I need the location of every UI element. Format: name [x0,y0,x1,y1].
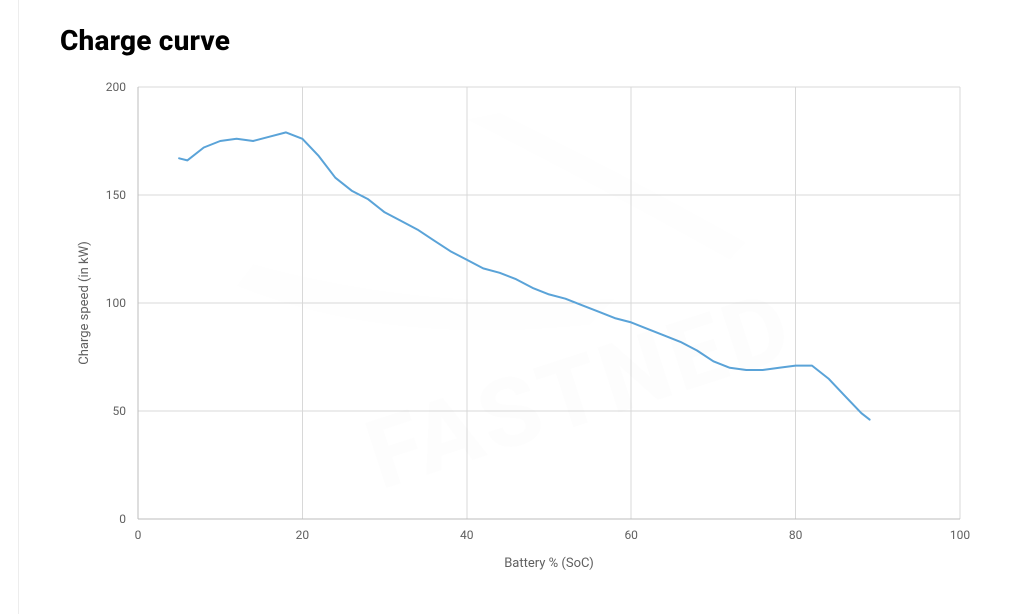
x-tick-label: 100 [950,528,970,542]
x-tick-label: 0 [135,528,142,542]
page-title: Charge curve [60,24,994,57]
chart-svg: 0 20 40 60 80 100 0 50 100 150 200 Battery % (SoC) C… [60,69,980,589]
y-tick-label: 150 [106,188,126,202]
left-vertical-rule [18,0,19,614]
x-tick-label: 60 [624,528,638,542]
x-tick-label: 40 [460,528,474,542]
y-tick-label: 100 [106,296,126,310]
y-tick-label: 0 [119,512,126,526]
y-axis-label: Charge speed (in kW) [77,241,92,365]
y-tick-label: 50 [113,404,127,418]
x-tick-label: 20 [296,528,310,542]
x-tick-label: 80 [789,528,803,542]
x-axis-label: Battery % (SoC) [504,556,594,571]
charge-curve-chart: 0 20 40 60 80 100 0 50 100 150 200 Battery % (SoC) C… [60,69,980,589]
y-tick-label: 200 [106,80,126,94]
